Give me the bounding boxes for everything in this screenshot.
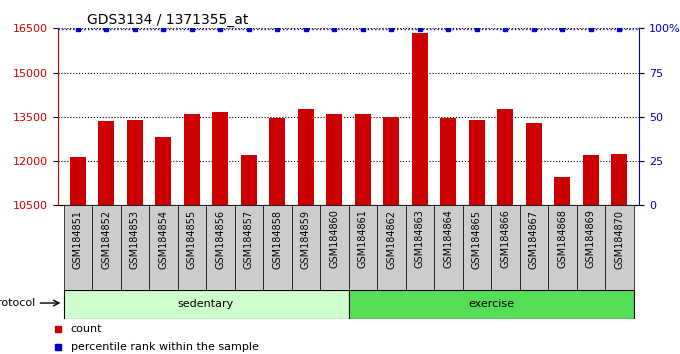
Bar [349, 290, 634, 319]
Bar [405, 205, 434, 290]
Bar [554, 177, 570, 205]
Bar [263, 205, 292, 290]
Bar [462, 205, 491, 290]
Bar [583, 155, 598, 205]
Bar [441, 118, 456, 205]
Bar [434, 205, 462, 290]
Text: GSM184853: GSM184853 [130, 210, 140, 269]
Bar [63, 290, 349, 319]
Bar [292, 205, 320, 290]
Text: GDS3134 / 1371355_at: GDS3134 / 1371355_at [87, 13, 248, 27]
Text: GSM184868: GSM184868 [557, 210, 567, 268]
Bar [241, 155, 256, 205]
Text: count: count [71, 324, 102, 334]
Text: GSM184866: GSM184866 [500, 210, 510, 268]
Bar [70, 156, 86, 205]
Bar [526, 123, 541, 205]
Text: GSM184860: GSM184860 [329, 210, 339, 268]
Text: GSM184870: GSM184870 [614, 210, 624, 269]
Text: GSM184852: GSM184852 [101, 210, 112, 269]
Bar [156, 137, 171, 205]
Text: sedentary: sedentary [178, 299, 234, 309]
Bar [184, 114, 200, 205]
Bar [349, 205, 377, 290]
Bar [177, 205, 206, 290]
Text: exercise: exercise [468, 299, 514, 309]
Bar [326, 114, 342, 205]
Bar [520, 205, 548, 290]
Bar [355, 114, 371, 205]
Bar [92, 205, 120, 290]
Bar [120, 205, 149, 290]
Text: GSM184863: GSM184863 [415, 210, 425, 268]
Text: GSM184854: GSM184854 [158, 210, 168, 269]
Bar [298, 109, 313, 205]
Bar [206, 205, 235, 290]
Bar [577, 205, 605, 290]
Text: GSM184865: GSM184865 [472, 210, 481, 269]
Text: GSM184867: GSM184867 [529, 210, 539, 269]
Text: protocol: protocol [0, 298, 35, 308]
Text: GSM184856: GSM184856 [216, 210, 225, 269]
Bar [269, 118, 285, 205]
Bar [384, 117, 399, 205]
Bar [99, 121, 114, 205]
Bar [548, 205, 577, 290]
Bar [605, 205, 634, 290]
Bar [469, 120, 485, 205]
Bar [497, 109, 513, 205]
Text: GSM184857: GSM184857 [243, 210, 254, 269]
Text: GSM184864: GSM184864 [443, 210, 454, 268]
Bar [491, 205, 520, 290]
Bar [235, 205, 263, 290]
Text: GSM184859: GSM184859 [301, 210, 311, 269]
Text: GSM184858: GSM184858 [272, 210, 282, 269]
Bar [320, 205, 348, 290]
Text: GSM184861: GSM184861 [358, 210, 368, 268]
Bar [63, 205, 92, 290]
Bar [377, 205, 405, 290]
Text: GSM184855: GSM184855 [187, 210, 197, 269]
Text: percentile rank within the sample: percentile rank within the sample [71, 342, 258, 352]
Bar [212, 113, 228, 205]
Text: GSM184851: GSM184851 [73, 210, 83, 269]
Bar [127, 120, 143, 205]
Bar [149, 205, 177, 290]
Bar [611, 154, 627, 205]
Bar [412, 33, 428, 205]
Text: GSM184862: GSM184862 [386, 210, 396, 269]
Text: GSM184869: GSM184869 [585, 210, 596, 268]
